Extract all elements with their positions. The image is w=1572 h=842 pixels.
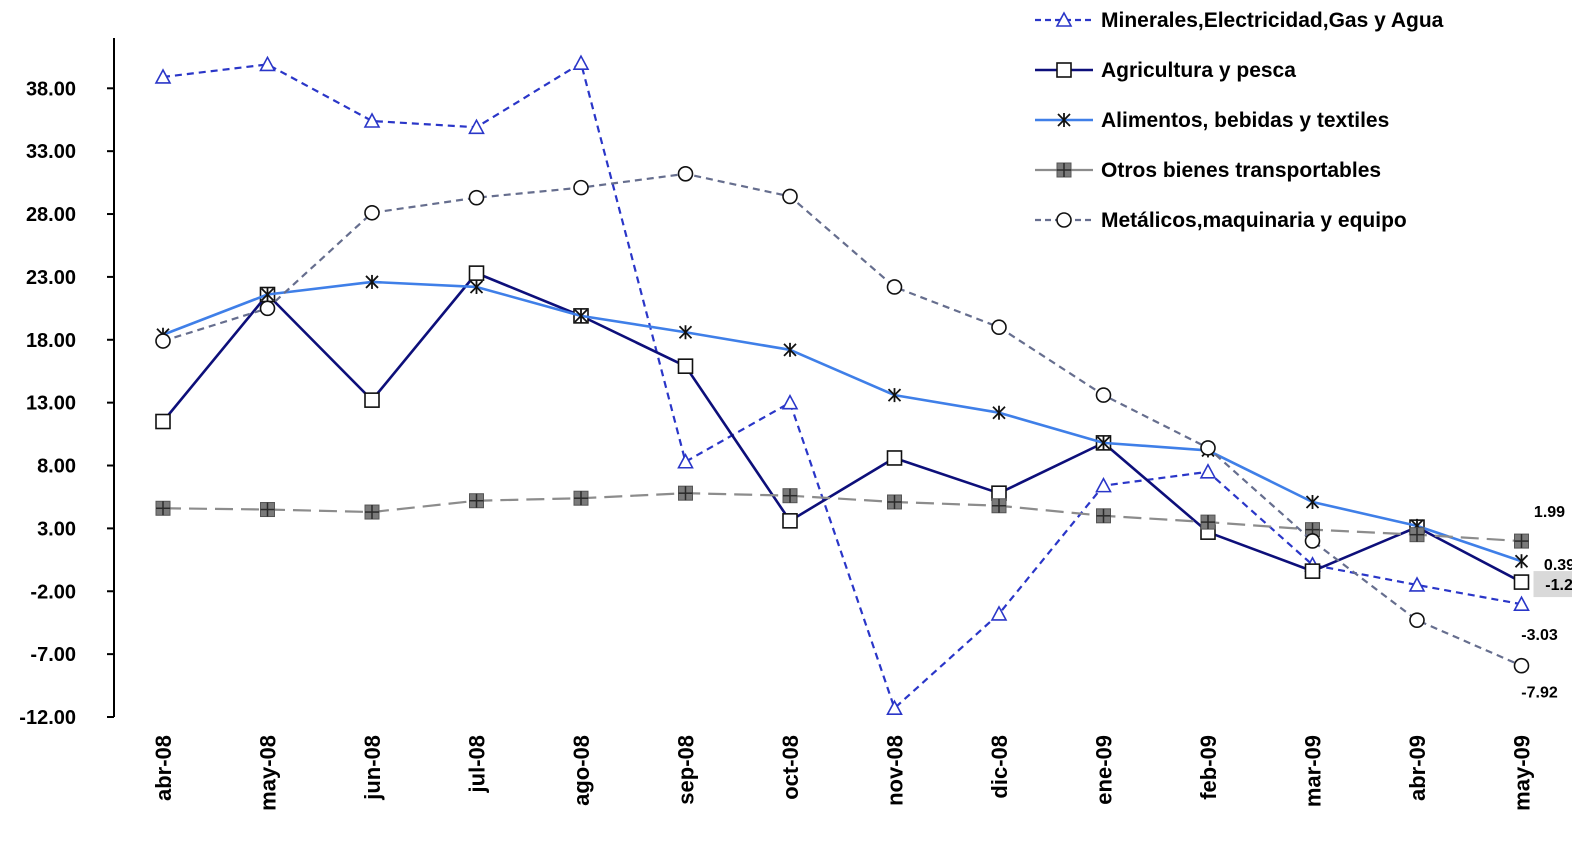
- data-point: [365, 206, 379, 220]
- data-point: [574, 181, 588, 195]
- data-point: [261, 503, 275, 517]
- data-point: [679, 486, 693, 500]
- series-4: [156, 167, 1529, 673]
- data-point: [1516, 554, 1528, 568]
- legend-item: Minerales,Electricidad,Gas y Agua: [1035, 9, 1444, 32]
- data-point: [156, 415, 170, 429]
- x-tick-label: sep-08: [674, 735, 699, 805]
- x-tick-label: may-08: [256, 735, 281, 811]
- legend-marker: [1057, 213, 1071, 227]
- end-value-label: 1.99: [1534, 504, 1565, 521]
- data-point: [574, 491, 588, 505]
- data-point: [156, 334, 170, 348]
- data-point: [1201, 515, 1215, 529]
- data-point: [470, 120, 484, 133]
- legend-label: Otros bienes transportables: [1101, 159, 1381, 182]
- x-tick-label: may-09: [1510, 735, 1535, 811]
- y-tick-label: 3.00: [37, 518, 76, 540]
- y-tick-label: 28.00: [26, 204, 76, 226]
- data-point: [992, 486, 1006, 500]
- series-3: [156, 486, 1529, 548]
- data-point: [1097, 509, 1111, 523]
- legend-item: Agricultura y pesca: [1035, 59, 1296, 82]
- data-point: [783, 514, 797, 528]
- data-point: [783, 396, 797, 409]
- data-point: [679, 167, 693, 181]
- data-point: [679, 455, 693, 468]
- data-point: [470, 494, 484, 508]
- data-point: [783, 189, 797, 203]
- data-point: [992, 320, 1006, 334]
- data-point: [1201, 465, 1215, 478]
- legend: Minerales,Electricidad,Gas y Agua Agricul…: [1035, 9, 1444, 232]
- data-point: [888, 495, 902, 509]
- x-tick-label: jul-08: [465, 735, 490, 793]
- data-point: [470, 266, 484, 280]
- x-tick-label: ago-08: [569, 735, 594, 806]
- legend-label: Agricultura y pesca: [1101, 59, 1296, 82]
- legend-label: Alimentos, bebidas y textiles: [1101, 109, 1389, 132]
- data-point: [574, 56, 588, 69]
- data-point: [783, 489, 797, 503]
- data-point: [1410, 613, 1424, 627]
- y-tick-label: 38.00: [26, 78, 76, 100]
- x-tick-label: dic-08: [987, 735, 1012, 799]
- legend-marker: [1057, 63, 1071, 77]
- y-tick-label: 13.00: [26, 393, 76, 415]
- series-line: [163, 174, 1522, 666]
- x-tick-labels: abr-08 may-08 jun-08 jul-08 ago-08 sep-08 oct-…: [151, 735, 1535, 811]
- x-tick-label: ene-09: [1092, 735, 1117, 805]
- legend-label: Metálicos,maquinaria y equipo: [1101, 209, 1407, 232]
- data-point: [1306, 534, 1320, 548]
- data-point: [156, 501, 170, 515]
- data-point: [470, 191, 484, 205]
- y-tick-label: 33.00: [26, 141, 76, 163]
- x-tick-label: mar-09: [1301, 735, 1326, 807]
- legend-marker: [1057, 163, 1071, 177]
- data-point: [261, 301, 275, 315]
- data-point: [1306, 564, 1320, 578]
- y-tick-label: -7.00: [30, 644, 76, 666]
- end-value-label: -3.03: [1521, 627, 1558, 644]
- legend-label: Minerales,Electricidad,Gas y Agua: [1101, 9, 1444, 32]
- data-point: [1515, 659, 1529, 673]
- end-value-label: -1.27: [1545, 577, 1572, 594]
- y-tick-label: -12.00: [19, 707, 76, 729]
- y-tick-label: 23.00: [26, 267, 76, 289]
- x-tick-label: jun-08: [360, 735, 385, 801]
- legend-item: Otros bienes transportables: [1035, 159, 1381, 182]
- data-point: [1097, 388, 1111, 402]
- data-point: [1097, 479, 1111, 492]
- x-tick-label: abr-09: [1405, 735, 1430, 801]
- data-point: [888, 451, 902, 465]
- series-2: [157, 275, 1528, 568]
- data-point: [1410, 528, 1424, 542]
- end-value-label: -7.92: [1521, 685, 1558, 702]
- legend-item: Alimentos, bebidas y textiles: [1035, 109, 1389, 132]
- legend-item: Metálicos,maquinaria y equipo: [1035, 209, 1407, 232]
- data-point: [365, 393, 379, 407]
- x-tick-label: feb-09: [1196, 735, 1221, 800]
- data-point: [992, 499, 1006, 513]
- data-point: [1201, 441, 1215, 455]
- x-tick-label: oct-08: [778, 735, 803, 800]
- data-point: [365, 505, 379, 519]
- series-1: [156, 266, 1529, 589]
- x-tick-label: abr-08: [151, 735, 176, 801]
- data-point: [1515, 575, 1529, 589]
- data-point: [679, 359, 693, 373]
- data-point: [1515, 534, 1529, 548]
- x-tick-label: nov-08: [883, 735, 908, 806]
- series-0: [156, 56, 1529, 714]
- y-tick-label: 8.00: [37, 456, 76, 478]
- y-tick-labels: 38.00 33.00 28.00 23.00 18.00 13.00 8.00 3.00 -2…: [19, 78, 114, 729]
- series-layer: [156, 56, 1529, 714]
- data-point: [888, 280, 902, 294]
- y-tick-label: 18.00: [26, 330, 76, 352]
- y-tick-label: -2.00: [30, 581, 76, 603]
